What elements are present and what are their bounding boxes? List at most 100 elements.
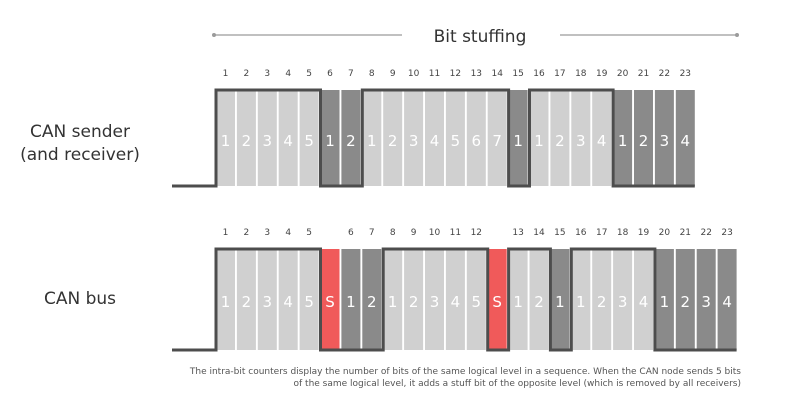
bit-cell [362, 90, 382, 186]
row-label-line: CAN bus [44, 289, 116, 309]
bit-cell [445, 249, 465, 350]
bit-index: 17 [596, 228, 607, 238]
bit-cell [717, 249, 737, 350]
bit-cell [383, 90, 403, 186]
bit-counter: 4 [283, 132, 293, 150]
bit-cell [550, 90, 570, 186]
bit-cell [404, 249, 424, 350]
caption: The intra-bit counters display the numbe… [101, 366, 741, 390]
bit-cell [383, 249, 403, 350]
bit-index: 1 [223, 228, 229, 238]
bit-index: 2 [244, 69, 250, 79]
bit-cell [320, 90, 340, 186]
bit-counter: 1 [513, 293, 523, 311]
stuff-bit-cell [320, 249, 340, 350]
bit-index: 20 [617, 69, 629, 79]
row-label-line: (and receiver) [20, 145, 140, 165]
bit-counter: 1 [513, 132, 523, 150]
bit-counter: 4 [639, 293, 649, 311]
bit-index: 22 [700, 228, 711, 238]
bit-cell [508, 90, 528, 186]
bit-cell [675, 249, 695, 350]
bit-counter: 1 [388, 293, 398, 311]
bit-index: 23 [721, 228, 732, 238]
bit-index: 7 [348, 69, 354, 79]
bit-cell [571, 249, 591, 350]
bit-index: 20 [659, 228, 671, 238]
title-rule-right-dot [735, 33, 739, 37]
bit-index: 19 [638, 228, 650, 238]
bit-index: 11 [429, 69, 440, 79]
bit-cell [508, 249, 528, 350]
bit-index: 18 [617, 228, 629, 238]
bit-cell [278, 90, 298, 186]
caption-line-2: of the same logical level, it adds a stu… [293, 379, 742, 389]
bit-index: 8 [390, 228, 396, 238]
title-rule-left-dot [212, 33, 216, 37]
bit-index: 16 [533, 69, 545, 79]
bit-counter: 4 [597, 132, 607, 150]
bit-index: 10 [429, 228, 441, 238]
bit-index: 17 [554, 69, 565, 79]
bit-counter: 6 [472, 132, 482, 150]
bit-index: 9 [411, 228, 417, 238]
bit-index: 1 [223, 69, 229, 79]
bit-counter: 2 [409, 293, 419, 311]
bit-counter: 3 [576, 132, 586, 150]
signal-waveform [172, 88, 695, 188]
bit-cell [404, 90, 424, 186]
bit-index: 5 [306, 69, 312, 79]
bit-counter: 2 [681, 293, 691, 311]
bit-cell [445, 90, 465, 186]
bit-counter: 1 [618, 132, 628, 150]
bit-counter: 4 [283, 293, 293, 311]
bit-cell [425, 249, 444, 350]
bit-cell [362, 249, 382, 350]
caption-line-1: The intra-bit counters display the numbe… [189, 367, 741, 377]
bit-index: 14 [533, 228, 545, 238]
diagram-title: Bit stuffing [434, 27, 527, 47]
bit-cell [675, 90, 695, 186]
bit-counter: 2 [534, 293, 544, 311]
bit-counter: 2 [367, 293, 377, 311]
bit-cell [487, 90, 507, 186]
bit-counter: 2 [242, 293, 252, 311]
bit-cell [592, 249, 612, 350]
bit-index: 21 [680, 228, 691, 238]
bit-counter: 2 [388, 132, 398, 150]
bit-counter: 1 [221, 293, 231, 311]
bit-cell [278, 249, 298, 350]
bit-counter: 2 [597, 293, 607, 311]
bit-cell [696, 249, 716, 350]
bit-counter: 1 [346, 293, 356, 311]
bit-counter: 3 [263, 293, 273, 311]
bit-cell [613, 249, 633, 350]
bit-index: 7 [369, 228, 375, 238]
bit-counter: 1 [576, 293, 586, 311]
signal-waveform [172, 247, 737, 352]
bit-counter: 1 [325, 132, 335, 150]
row-label-line: CAN sender [30, 122, 130, 142]
bit-cell [529, 249, 549, 350]
bit-index: 13 [512, 228, 523, 238]
bit-index: 19 [596, 69, 608, 79]
bit-counter: 3 [263, 132, 273, 150]
bit-cell [466, 249, 486, 350]
bit-index: 12 [471, 228, 482, 238]
stuff-bit-label: S [325, 293, 335, 311]
bit-cell [341, 90, 361, 186]
bit-counter: 5 [304, 293, 314, 311]
bit-counter: 3 [618, 293, 628, 311]
bit-counter: 1 [534, 132, 544, 150]
bit-index: 10 [408, 69, 420, 79]
bit-counter: 2 [555, 132, 565, 150]
bit-counter: 1 [555, 293, 565, 311]
bit-counter: 3 [660, 132, 670, 150]
bit-counter: 2 [639, 132, 649, 150]
bit-index: 16 [575, 228, 587, 238]
bit-counter: 1 [660, 293, 670, 311]
bit-index: 22 [659, 69, 670, 79]
